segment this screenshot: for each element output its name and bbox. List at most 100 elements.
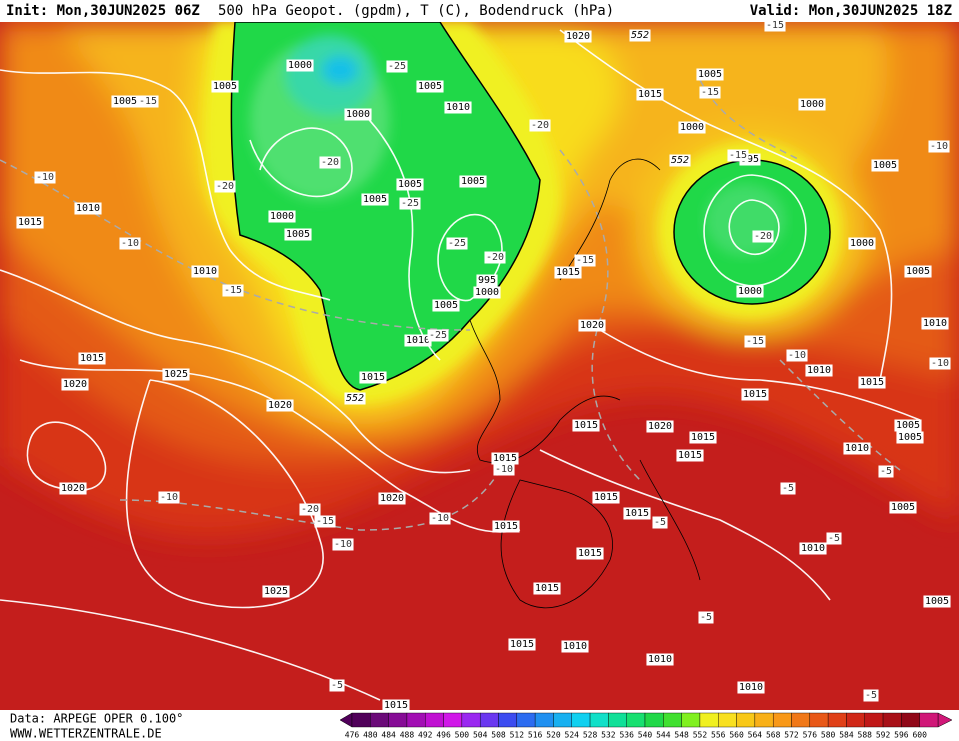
- isobar-label-group: 1015: [592, 491, 620, 504]
- colorbar-swatch: [882, 712, 902, 728]
- isotherm-label: -15: [701, 87, 719, 98]
- colorbar-swatch: [626, 712, 646, 728]
- isotherm-label-box: [764, 19, 786, 32]
- isotherm-label-group: -25: [386, 60, 408, 73]
- isobar-label-box: [378, 492, 406, 505]
- isobar-label: 1025: [264, 586, 288, 597]
- isobar-label-group: 1020: [266, 399, 294, 412]
- isotherm-label-group: -20: [214, 180, 236, 193]
- isobar-label-box: [459, 175, 487, 188]
- isotherm-label-group: -15: [137, 95, 159, 108]
- colorbar-swatch: [406, 712, 426, 728]
- isobar-label: 1015: [535, 583, 559, 594]
- isobar-label-group: 1020: [59, 482, 87, 495]
- isobar-label: 1015: [678, 450, 702, 461]
- isobar-label-box: [871, 159, 899, 172]
- isobar-label-box: [805, 364, 833, 377]
- colorbar-swatch: [608, 712, 627, 728]
- isobar-label: 1010: [563, 641, 587, 652]
- isotherm-label: -15: [139, 96, 157, 107]
- isotherm-label-group: -10: [332, 538, 354, 551]
- isobar-label-group: 1015: [676, 449, 704, 462]
- isobar-label: 1020: [63, 379, 87, 390]
- colorbar-swatch: [736, 712, 756, 728]
- isobar-label-group: 1020: [378, 492, 406, 505]
- isobar-label-group: 1005: [904, 265, 932, 278]
- colorbar-swatch: [919, 712, 939, 728]
- colorbar-swatch: [681, 712, 701, 728]
- isobar-label-box: [554, 266, 582, 279]
- isotherm-label: -25: [401, 198, 419, 209]
- isotherm-label-group: -20: [319, 156, 341, 169]
- isotherm-label-box: [119, 237, 141, 250]
- isotherm-label-group: -10: [929, 357, 951, 370]
- isotherm-label: -15: [746, 336, 764, 347]
- isotherm-label: -10: [160, 492, 178, 503]
- isotherm-label-group: -15: [764, 19, 786, 32]
- isotherm-label-group: -5: [863, 689, 879, 702]
- isobar-label-group: 1010: [561, 640, 589, 653]
- isobar-label-box: [561, 640, 589, 653]
- isotherm-label-group: -10: [786, 349, 808, 362]
- isobar-label: 1005: [698, 69, 722, 80]
- isobar-label-box: [492, 520, 520, 533]
- isotherm-label-box: [928, 140, 950, 153]
- isobar-label: 1015: [510, 639, 534, 650]
- isotherm-label: -5: [828, 533, 840, 544]
- isotherm-label-box: [484, 251, 506, 264]
- isobar-label-group: 1015: [572, 419, 600, 432]
- isotherm-label-group: -15: [574, 254, 596, 267]
- isobar-label-group: 1015: [382, 699, 410, 712]
- isobar-label-box: [858, 376, 886, 389]
- isotherm-label-box: [314, 515, 336, 528]
- isobar-label: 1005: [873, 160, 897, 171]
- isobar-label-group: 1010: [921, 317, 949, 330]
- isobar-label-group: 1025: [262, 585, 290, 598]
- isotherm-label: -15: [766, 20, 784, 31]
- isobar-label-group: 1010: [74, 202, 102, 215]
- isobar-label-group: 1005: [894, 419, 922, 432]
- colorbar-swatch: [479, 712, 499, 728]
- isobar-label: 1010: [446, 102, 470, 113]
- isotherm-label-box: [332, 538, 354, 551]
- isobar-label-group: 1015: [623, 507, 651, 520]
- isobar-label: 1015: [594, 492, 618, 503]
- isotherm-label-group: -20: [529, 119, 551, 132]
- isobar-label-box: [491, 452, 519, 465]
- isotherm-label: -20: [301, 504, 319, 515]
- isotherm-label-box: [386, 60, 408, 73]
- geopotential-label-group: 552: [344, 392, 366, 405]
- isobar-label-group: 1005: [896, 431, 924, 444]
- isotherm-label: -10: [334, 539, 352, 550]
- colorbar-swatch: [772, 712, 792, 728]
- colorbar-swatch: [571, 712, 591, 728]
- geopotential-label-box: [344, 392, 366, 405]
- isotherm-label-group: -15: [222, 284, 244, 297]
- isobar-label-group: 1000: [678, 121, 706, 134]
- isotherm-label-box: [34, 171, 56, 184]
- isobar-label-box: [266, 399, 294, 412]
- isobar-label-group: 1015: [78, 352, 106, 365]
- colorbar: 476 480 484 488 492 496 500 504 508 512 516 520 524 5…: [339, 712, 953, 740]
- isobar-label-box: [61, 378, 89, 391]
- isotherm-label-group: -5: [329, 679, 345, 692]
- isobar-label: 1005: [213, 81, 237, 92]
- isotherm-label-box: [929, 357, 951, 370]
- isobar-label: 1005: [363, 194, 387, 205]
- isotherm-label-box: [399, 197, 421, 210]
- isotherm-label: -10: [495, 464, 513, 475]
- colorbar-label: 508: [491, 731, 506, 740]
- isobar-label-box: [894, 419, 922, 432]
- colorbar-label: 512: [510, 731, 525, 740]
- isobar-label-group: 1020: [564, 30, 592, 43]
- isobar-label-box: [416, 80, 444, 93]
- isotherm-label: -15: [729, 150, 747, 161]
- isobar-label: 995: [741, 154, 759, 165]
- geopotential-label-group: 552: [669, 154, 691, 167]
- isotherm-label-box: [222, 284, 244, 297]
- isobar-label: 1005: [925, 596, 949, 607]
- isobar-label-group: 1010: [805, 364, 833, 377]
- colorbar-label: 520: [546, 731, 561, 740]
- isobar-label-box: [904, 265, 932, 278]
- isobar-label-group: 1000: [848, 237, 876, 250]
